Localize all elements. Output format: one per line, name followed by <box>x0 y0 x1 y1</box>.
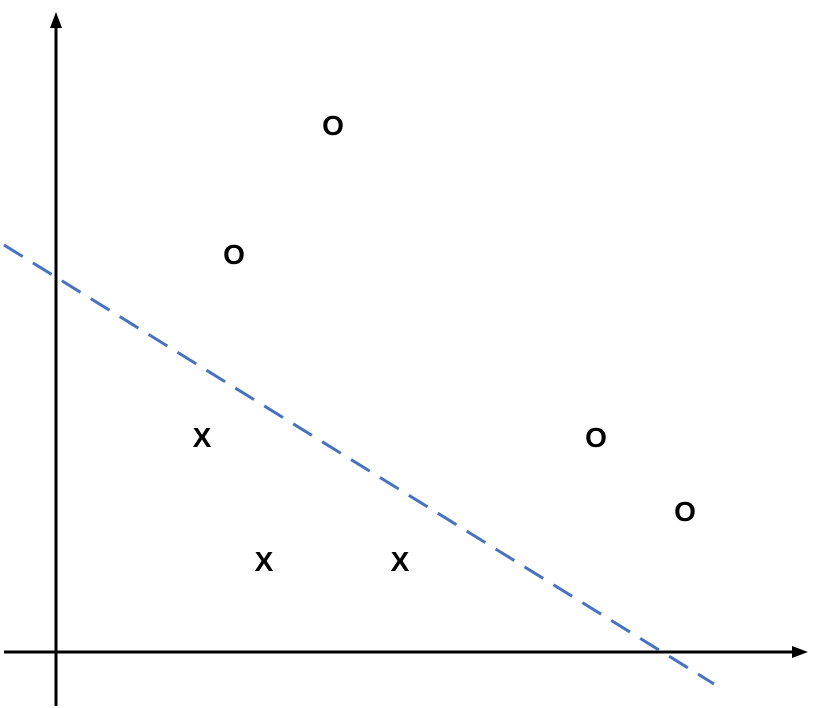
class-mark-o: O <box>322 110 344 141</box>
class-mark-x: X <box>391 546 410 577</box>
class-mark-x: X <box>255 546 274 577</box>
x-axis-arrowhead <box>792 646 808 658</box>
class-mark-o: O <box>223 239 245 270</box>
class-mark-o: O <box>585 422 607 453</box>
class-mark-o: O <box>674 496 696 527</box>
y-axis-arrowhead <box>50 12 62 28</box>
decision-boundary-line <box>3 243 715 686</box>
class-mark-x: X <box>193 422 212 453</box>
class-marks: O O X O O X X <box>193 110 696 577</box>
